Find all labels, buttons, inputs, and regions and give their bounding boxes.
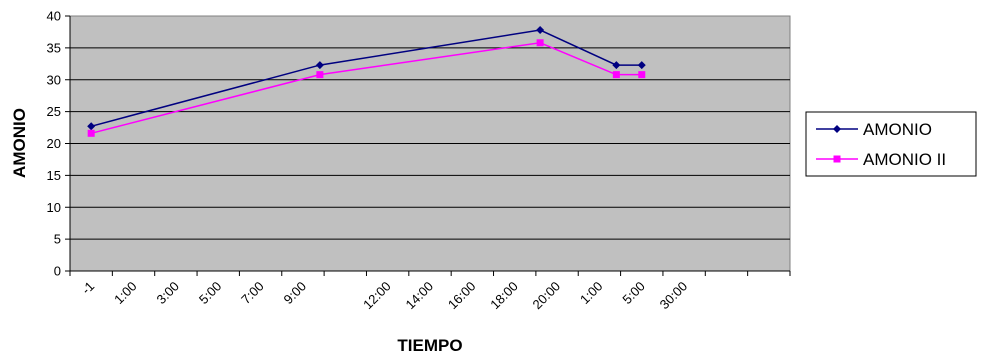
y-tick-label: 20 bbox=[47, 136, 61, 151]
x-tick-label: 20:00 bbox=[530, 279, 564, 313]
legend-marker bbox=[833, 125, 841, 133]
data-point bbox=[612, 61, 621, 70]
y-tick-label: 0 bbox=[54, 264, 61, 279]
legend: AMONIO AMONIO II bbox=[805, 111, 977, 177]
y-tick-label: 10 bbox=[47, 200, 61, 215]
data-point bbox=[637, 61, 646, 70]
y-tick-label: 15 bbox=[47, 168, 61, 183]
data-point bbox=[612, 71, 620, 79]
y-tick-label: 30 bbox=[47, 72, 61, 87]
data-point bbox=[536, 39, 544, 47]
data-point bbox=[87, 122, 96, 131]
x-tick-label: 14:00 bbox=[403, 279, 437, 313]
y-tick-label: 5 bbox=[54, 232, 61, 247]
y-axis-title: AMONIO bbox=[10, 108, 29, 178]
data-point bbox=[315, 61, 324, 70]
plot-area bbox=[69, 15, 791, 272]
series-layer bbox=[87, 26, 646, 137]
legend-marker bbox=[833, 155, 841, 163]
legend-label: AMONIO II bbox=[863, 150, 946, 169]
series-2 bbox=[87, 39, 646, 137]
x-tick-label: 1:00 bbox=[577, 279, 606, 308]
x-tick-label: 1:00 bbox=[111, 279, 140, 308]
series-1 bbox=[87, 26, 646, 131]
legend-item: AMONIO II bbox=[816, 150, 946, 169]
data-point bbox=[87, 129, 95, 137]
y-tick-label: 35 bbox=[47, 40, 61, 55]
legend-box bbox=[805, 111, 977, 177]
data-point bbox=[316, 71, 324, 79]
legend-label: AMONIO bbox=[863, 120, 932, 139]
x-tick-label: 16:00 bbox=[445, 279, 479, 313]
x-tick-label: 12:00 bbox=[360, 279, 394, 313]
x-axis-title: TIEMPO bbox=[397, 336, 462, 355]
y-tick-label: 25 bbox=[47, 104, 61, 119]
x-tick-label: 30:00 bbox=[657, 279, 691, 313]
x-tick-label: 9:00 bbox=[281, 279, 310, 308]
legend-item: AMONIO bbox=[816, 120, 932, 139]
x-tick-label: 5:00 bbox=[619, 279, 648, 308]
data-point bbox=[536, 26, 545, 35]
x-tick-label: 18:00 bbox=[487, 279, 521, 313]
data-point bbox=[638, 71, 646, 79]
y-tick-label: 40 bbox=[47, 9, 61, 24]
x-tick-label: 7:00 bbox=[238, 279, 267, 308]
x-tick-label: 3:00 bbox=[153, 279, 182, 308]
x-tick-label: -1 bbox=[79, 279, 98, 298]
x-tick-label: 5:00 bbox=[196, 279, 225, 308]
